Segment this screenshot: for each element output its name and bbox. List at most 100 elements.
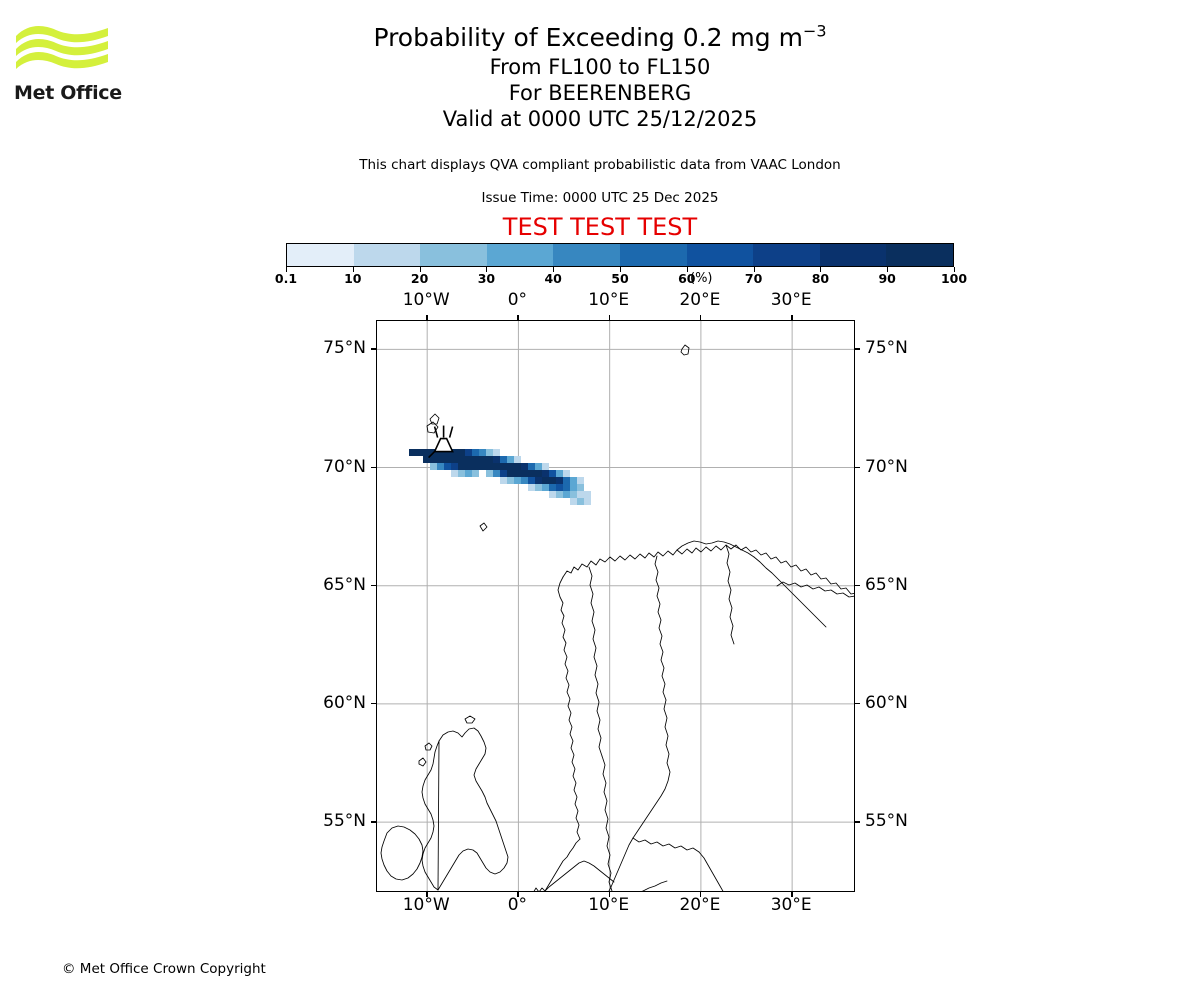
volcano-marker [428, 425, 454, 459]
ash-cell [507, 456, 514, 463]
ash-cell [472, 456, 479, 463]
ash-cell [472, 470, 479, 477]
colorbar-tick-label-5: 50 [611, 271, 629, 286]
lat-label-left-3: 60°N [323, 692, 366, 713]
lat-tickmark [371, 466, 376, 469]
ash-cell [528, 477, 535, 484]
met-office-logo: Met Office [14, 22, 126, 114]
lat-tickmark [855, 702, 860, 705]
ash-cell [514, 456, 521, 463]
ash-cell [458, 449, 465, 456]
lon-label-top-3: 20°E [679, 290, 721, 310]
ash-cell [507, 477, 514, 484]
ash-cell [549, 491, 556, 498]
graticule-grid [377, 321, 854, 891]
ash-cell [472, 463, 479, 470]
lon-tickmark [426, 892, 428, 897]
ash-cell [507, 470, 514, 477]
colorbar-tick-label-3: 30 [477, 271, 496, 286]
lon-tickmark [699, 892, 702, 897]
lon-tickmark [517, 315, 519, 320]
ash-cell [493, 463, 500, 470]
map-frame [376, 320, 855, 892]
lon-tickmark [791, 315, 793, 320]
colorbar-tick-5 [620, 267, 621, 272]
ash-cell [514, 463, 521, 470]
ash-cell [528, 484, 535, 491]
ash-cell [465, 463, 472, 470]
ash-cell [465, 449, 472, 456]
ash-cell [479, 449, 486, 456]
ash-cell [409, 449, 416, 456]
colorbar-tick-1 [352, 267, 354, 272]
ash-cell [521, 477, 528, 484]
colorbar-tick-label-10: 100 [940, 271, 968, 286]
ash-cell [479, 463, 486, 470]
issue-time: Issue Time: 0000 UTC 25 Dec 2025 [481, 190, 719, 206]
colorbar-segment-3 [486, 244, 554, 266]
lat-tickmark [855, 821, 860, 823]
ash-cell [500, 477, 507, 484]
ash-cell [556, 470, 563, 477]
ash-cell [500, 470, 507, 477]
ash-cell [528, 463, 535, 470]
ash-cell [577, 477, 584, 484]
ash-cell [514, 477, 521, 484]
colorbar-segment-1 [353, 244, 421, 266]
ash-cell [444, 449, 451, 456]
ash-cell [458, 470, 465, 477]
map-canvas [377, 321, 854, 891]
ash-cell [584, 498, 591, 505]
ash-cell [570, 484, 577, 491]
lat-label-left-4: 55°N [323, 811, 366, 832]
probability-colorbar: 0.1 10 20 30 40 50 60 70 80 90 100 [275, 243, 967, 286]
ash-cell [577, 484, 584, 491]
title-valid-time: Valid at 0000 UTC 25/12/2025 [442, 107, 758, 131]
lat-label-right-3: 60°N [865, 692, 908, 713]
met-office-wave-mark [16, 26, 108, 69]
lon-label-bottom-2: 10°E [588, 895, 630, 915]
qva-note: This chart displays QVA compliant probab… [359, 157, 841, 173]
lat-label-left-1: 70°N [323, 456, 366, 477]
lat-label-left-0: 75°N [323, 338, 366, 359]
ash-cell [556, 477, 563, 484]
title-exponent: −3 [802, 21, 827, 41]
ash-cell [465, 456, 472, 463]
ash-cell [542, 484, 549, 491]
lat-tickmark [371, 821, 376, 823]
lon-label-bottom-3: 20°E [679, 895, 721, 915]
lat-tickmark [855, 348, 860, 350]
ash-cell [563, 491, 570, 498]
ash-cell [493, 456, 500, 463]
colorbar-tick-3 [486, 267, 488, 272]
ash-cell [451, 463, 458, 470]
ash-cell [430, 456, 437, 463]
ash-cell [563, 484, 570, 491]
lon-label-bottom-4: 30°E [770, 895, 812, 915]
ash-concentration-cells [409, 449, 591, 505]
ash-cell [535, 463, 542, 470]
ash-cell [528, 470, 535, 477]
colorbar-gradient [286, 243, 954, 267]
ash-cell [535, 477, 542, 484]
colorbar-tick-0 [286, 267, 287, 272]
lon-label-top-0: 10°W [402, 290, 450, 310]
map-plot-area[interactable] [376, 320, 855, 892]
ash-cell [570, 498, 577, 505]
met-office-logo-text: Met Office [14, 82, 122, 104]
ash-cell [563, 477, 570, 484]
volcano-icon [428, 425, 454, 459]
ash-cell [514, 470, 521, 477]
lat-label-left-2: 65°N [323, 574, 366, 595]
lon-tickmark [608, 315, 611, 320]
colorbar-segment-7 [753, 244, 820, 266]
ash-cell [542, 463, 549, 470]
lat-label-right-2: 65°N [865, 574, 908, 595]
lat-label-right-4: 55°N [865, 811, 908, 832]
ash-cell [584, 491, 591, 498]
colorbar-tick-6 [686, 267, 688, 272]
ash-cell [458, 456, 465, 463]
lat-tickmark [371, 348, 376, 350]
colorbar-tick-label-9: 90 [878, 271, 896, 286]
colorbar-segment-8 [819, 244, 887, 266]
